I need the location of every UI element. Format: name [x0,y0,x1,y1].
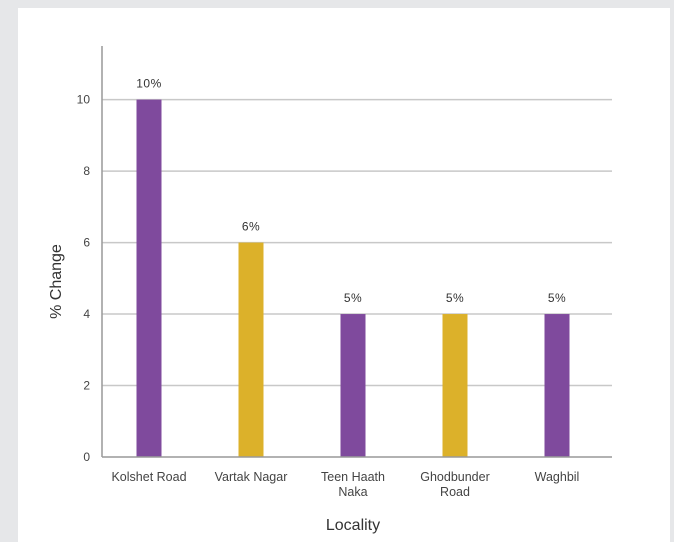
y-axis-title: % Change [48,244,65,319]
y-tick-label: 0 [83,450,90,464]
data-labels: 10% 6% 5% 5% 5% [136,77,566,305]
bar [544,314,570,457]
y-tick-label: 6 [83,236,90,250]
data-label: 6% [242,220,260,234]
x-tick-label: Vartak Nagar [215,470,288,484]
data-label: 5% [344,291,362,305]
bar [442,314,468,457]
bars [136,99,570,457]
data-label: 5% [548,291,566,305]
bar-chart: 10% 6% 5% 5% 5% 0 2 4 6 8 10 Kolshet Road Vartak N… [48,46,612,534]
y-tick-label: 2 [83,379,90,393]
y-tick-label: 8 [83,164,90,178]
y-tick-labels: 0 2 4 6 8 10 [77,93,91,464]
x-tick-label: Ghodbunder Road [420,470,490,499]
x-tick-labels: Kolshet Road Vartak Nagar Teen Haath Naka Gh… [111,470,579,499]
bar [340,314,366,457]
chart-panel: 10% 6% 5% 5% 5% 0 2 4 6 8 10 Kolshet Road Vartak N… [18,8,670,542]
bar [238,242,264,457]
data-label: 10% [136,77,162,91]
x-axis-title: Locality [326,517,380,534]
data-label: 5% [446,291,464,305]
bar [136,99,162,457]
x-tick-label: Kolshet Road [111,470,186,484]
y-tick-label: 10 [77,93,91,107]
y-tick-label: 4 [83,307,90,321]
x-tick-label: Waghbil [535,470,580,484]
gridlines [102,98,612,387]
x-tick-label: Teen Haath Naka [321,470,385,499]
